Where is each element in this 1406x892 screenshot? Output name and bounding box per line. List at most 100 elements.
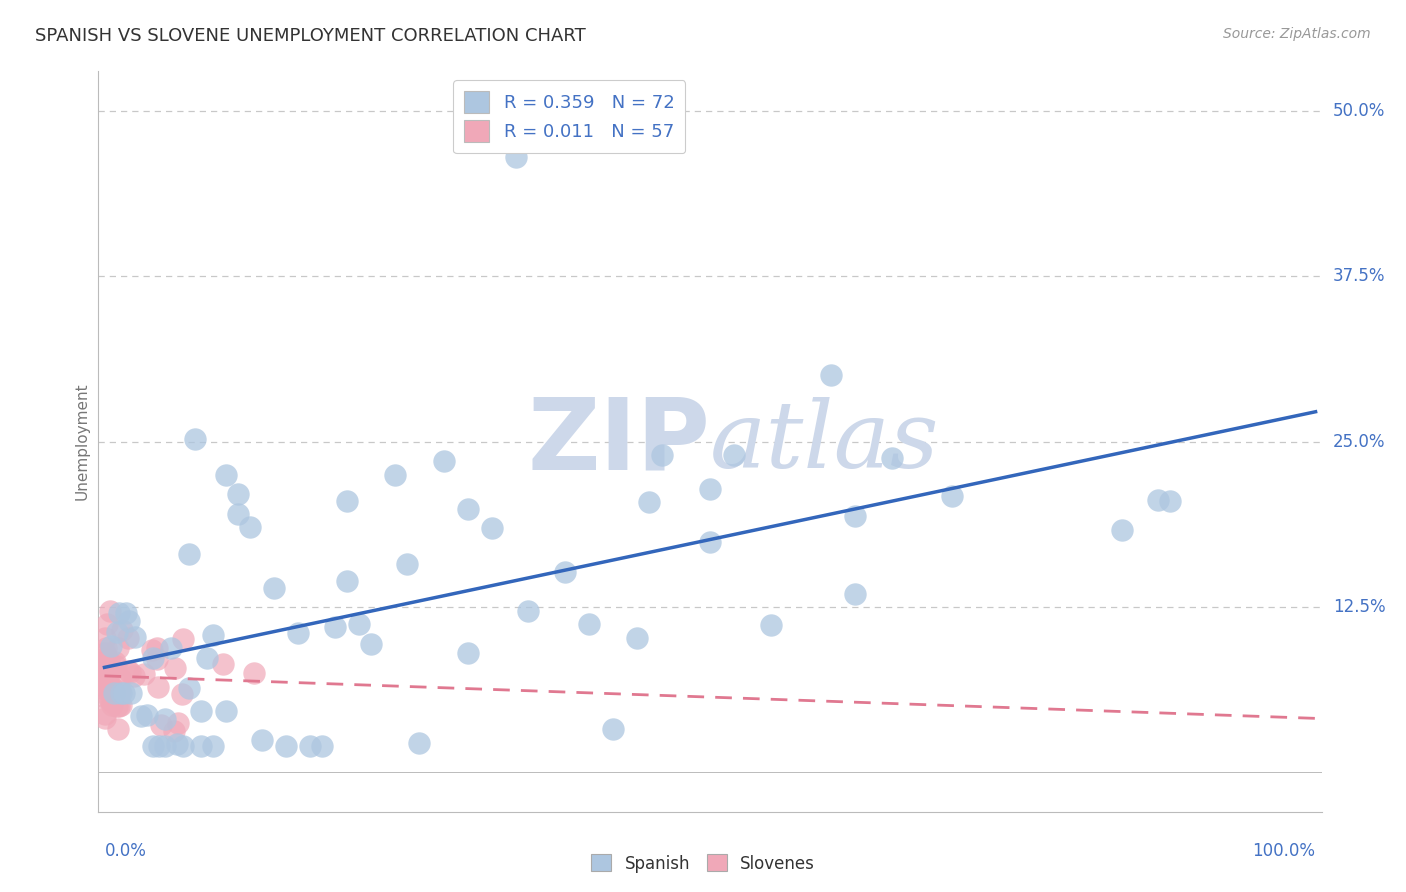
Point — [107, 699, 129, 714]
Point — [602, 722, 624, 736]
Point — [190, 704, 212, 718]
Point — [135, 708, 157, 723]
Text: Source: ZipAtlas.com: Source: ZipAtlas.com — [1223, 27, 1371, 41]
Point — [163, 724, 186, 739]
Text: 0.0%: 0.0% — [104, 842, 146, 860]
Point — [626, 631, 648, 645]
Point — [844, 587, 866, 601]
Point — [481, 521, 503, 535]
Point — [110, 684, 132, 698]
Point — [97, 673, 120, 688]
Point — [94, 640, 117, 655]
Point — [243, 666, 266, 681]
Point — [98, 666, 121, 681]
Point — [263, 582, 285, 596]
Point — [457, 502, 479, 516]
Point — [110, 698, 132, 712]
Point — [129, 709, 152, 723]
Point — [517, 604, 540, 618]
Point — [146, 640, 169, 655]
Point — [96, 616, 118, 631]
Point — [108, 607, 131, 621]
Point — [384, 467, 406, 482]
Point — [165, 661, 187, 675]
Legend: Spanish, Slovenes: Spanish, Slovenes — [585, 847, 821, 880]
Point — [93, 665, 115, 679]
Point — [97, 654, 120, 668]
Point — [197, 650, 219, 665]
Point — [759, 618, 782, 632]
Point — [124, 630, 146, 644]
Point — [141, 643, 163, 657]
Point — [299, 739, 322, 753]
Point — [214, 467, 236, 482]
Point — [100, 693, 122, 707]
Point — [457, 646, 479, 660]
Point — [1147, 492, 1170, 507]
Point — [100, 679, 122, 693]
Point — [153, 712, 176, 726]
Point — [104, 659, 127, 673]
Point — [820, 368, 842, 383]
Point — [107, 722, 129, 736]
Point — [112, 686, 135, 700]
Point — [142, 739, 165, 753]
Point — [172, 632, 194, 646]
Point — [651, 448, 673, 462]
Point — [120, 686, 142, 700]
Point — [148, 739, 170, 753]
Point — [941, 488, 963, 502]
Point — [723, 448, 745, 462]
Point — [107, 699, 129, 714]
Point — [202, 628, 225, 642]
Point — [179, 547, 201, 561]
Point — [100, 639, 122, 653]
Point — [94, 682, 117, 697]
Point — [110, 686, 132, 700]
Text: 12.5%: 12.5% — [1333, 598, 1385, 615]
Point — [94, 707, 117, 722]
Point — [97, 691, 120, 706]
Point — [226, 508, 249, 522]
Point — [110, 671, 132, 685]
Text: ZIP: ZIP — [527, 393, 710, 490]
Point — [239, 520, 262, 534]
Point — [146, 652, 169, 666]
Point — [103, 686, 125, 700]
Point — [93, 679, 115, 693]
Point — [347, 616, 370, 631]
Y-axis label: Unemployment: Unemployment — [75, 383, 90, 500]
Point — [336, 574, 359, 589]
Point — [432, 454, 454, 468]
Point — [94, 676, 117, 690]
Point — [117, 664, 139, 678]
Point — [96, 675, 118, 690]
Point — [153, 739, 176, 753]
Point — [250, 733, 273, 747]
Text: SPANISH VS SLOVENE UNEMPLOYMENT CORRELATION CHART: SPANISH VS SLOVENE UNEMPLOYMENT CORRELAT… — [35, 27, 586, 45]
Point — [146, 681, 169, 695]
Point — [132, 667, 155, 681]
Point — [408, 736, 430, 750]
Point — [124, 669, 146, 683]
Point — [578, 617, 600, 632]
Point — [336, 494, 359, 508]
Point — [190, 739, 212, 753]
Point — [107, 640, 129, 655]
Point — [97, 664, 120, 678]
Point — [149, 718, 172, 732]
Point — [311, 739, 333, 753]
Point — [360, 637, 382, 651]
Point — [844, 509, 866, 524]
Point — [276, 739, 298, 753]
Point — [105, 625, 128, 640]
Point — [118, 614, 141, 628]
Point — [94, 646, 117, 660]
Point — [94, 655, 117, 669]
Point — [170, 687, 193, 701]
Point — [184, 432, 207, 446]
Text: 37.5%: 37.5% — [1333, 268, 1385, 285]
Point — [172, 739, 194, 753]
Point — [94, 651, 117, 665]
Point — [699, 534, 721, 549]
